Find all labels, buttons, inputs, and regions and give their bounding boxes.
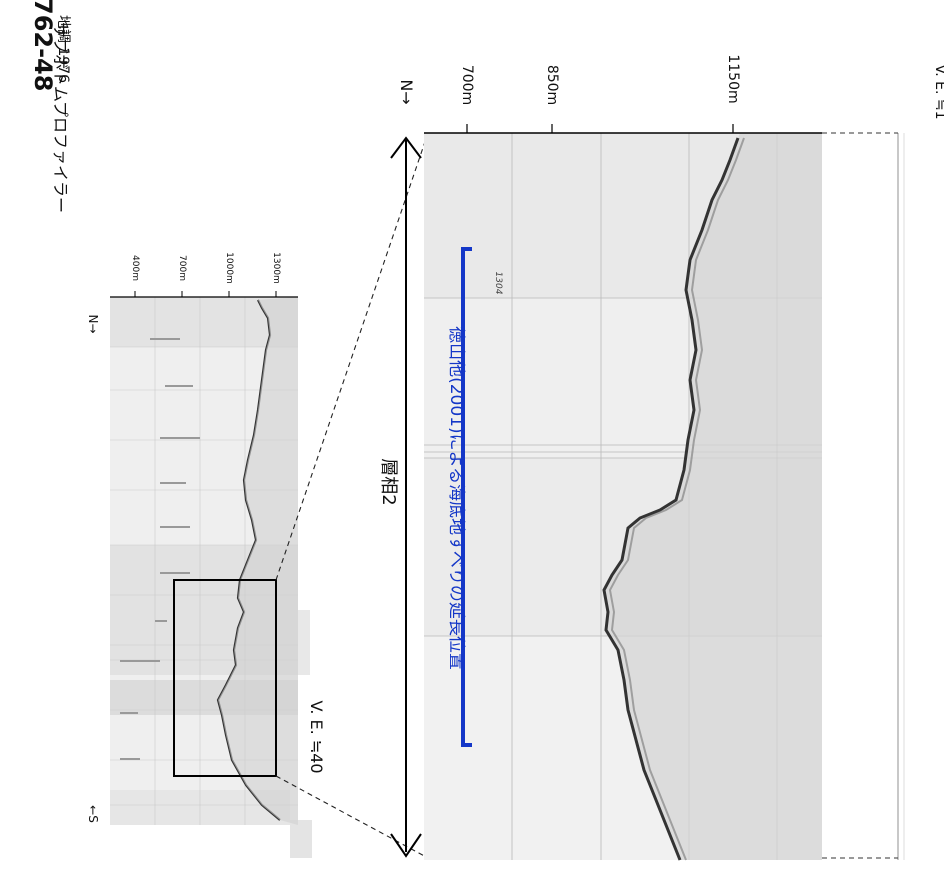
overview-handwritten-marks	[120, 338, 200, 760]
overview-profile	[110, 291, 312, 858]
overview-tick-700m: 700m	[177, 255, 187, 281]
detail-frame-dashed	[822, 132, 898, 859]
overview-south-label: ←S	[86, 805, 100, 823]
zoom-connector-lines	[275, 132, 429, 859]
detail-tick-1150m: 1150m	[725, 54, 741, 104]
detail-tick-700m: 700m	[459, 64, 475, 106]
detail-profile	[390, 124, 905, 861]
detail-ve-label: V. E. ≒1	[932, 64, 944, 120]
facies-range-arrow	[390, 136, 422, 858]
overview-tick-400m: 400m	[130, 255, 140, 281]
instrument-label: サブボトムプロファイラー	[51, 22, 70, 214]
detail-seafloor-trace	[602, 137, 740, 861]
overview-north-label: N→	[86, 314, 100, 334]
landslide-note: 徳山他(2001)による海底地すべりの延長位置	[446, 326, 466, 670]
handwritten-mark: 1304	[493, 271, 503, 295]
zoom-box	[173, 579, 277, 777]
facies-label: 層相2	[378, 458, 399, 506]
overview-ve-label: V. E. ≒40	[307, 700, 326, 774]
detail-tick-850m: 850m	[544, 64, 560, 106]
landslide-bracket	[461, 247, 472, 747]
detail-north-label: N→	[397, 79, 416, 105]
overview-tick-1000m: 1000m	[224, 252, 234, 284]
overview-tick-1300m: 1300m	[271, 252, 281, 284]
